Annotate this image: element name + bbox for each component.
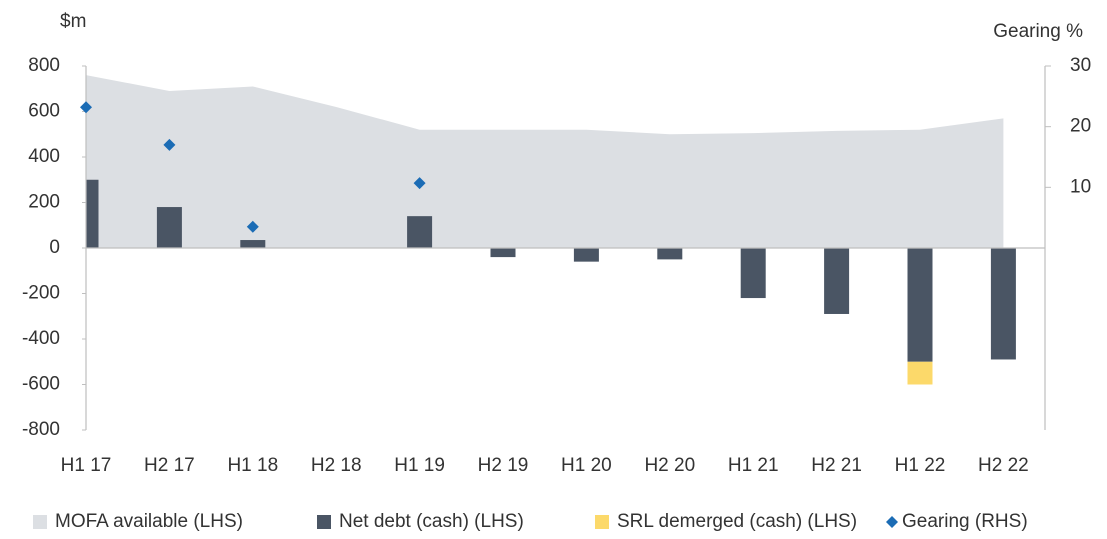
legend-swatch xyxy=(595,515,609,529)
bar xyxy=(573,248,599,262)
x-tick-label: H2 19 xyxy=(478,455,529,476)
bar xyxy=(740,248,766,299)
bar xyxy=(657,248,683,260)
bar xyxy=(240,240,266,248)
y-tick-label: -400 xyxy=(22,328,60,349)
x-tick-label: H2 17 xyxy=(144,455,195,476)
legend-swatch xyxy=(33,515,47,529)
legend-swatch xyxy=(317,515,331,529)
y-tick-label: 600 xyxy=(28,101,60,122)
area xyxy=(86,75,1004,248)
y-axis-label: $m xyxy=(60,11,86,32)
legend-label: Gearing (RHS) xyxy=(902,511,1028,532)
y-tick-label: -600 xyxy=(22,374,60,395)
y-tick-label: 400 xyxy=(28,146,60,167)
gearing-point xyxy=(80,101,92,114)
legend-label: SRL demerged (cash) (LHS) xyxy=(617,511,857,532)
bar xyxy=(86,179,99,248)
y2-tick-label: 30 xyxy=(1070,55,1091,76)
plot-area xyxy=(86,75,1016,385)
bar xyxy=(907,361,933,385)
y-tick-label: -200 xyxy=(22,283,60,304)
x-tick-label: H2 22 xyxy=(978,455,1029,476)
bar xyxy=(490,248,516,258)
y-tick-label: 0 xyxy=(49,237,60,258)
gearing-point xyxy=(413,177,426,190)
bar xyxy=(407,216,433,248)
legend-label: Net debt (cash) (LHS) xyxy=(339,511,524,532)
x-tick-label: H1 20 xyxy=(561,455,612,476)
x-tick-label: H1 18 xyxy=(227,455,278,476)
x-tick-label: H1 19 xyxy=(394,455,445,476)
x-tick-label: H1 21 xyxy=(728,455,779,476)
bar xyxy=(156,207,182,248)
gearing-point xyxy=(246,220,259,233)
gearing-point xyxy=(163,138,176,151)
legend-label: MOFA available (LHS) xyxy=(55,511,243,532)
x-tick-label: H1 17 xyxy=(61,455,112,476)
y-tick-label: 800 xyxy=(28,55,60,76)
y2-tick-label: 20 xyxy=(1070,116,1091,137)
y2-tick-label: 10 xyxy=(1070,176,1091,197)
x-tick-label: H1 22 xyxy=(895,455,946,476)
y-tick-label: 200 xyxy=(28,192,60,213)
y2-axis-label: Gearing % xyxy=(993,21,1083,42)
bar xyxy=(907,248,933,362)
x-tick-label: H2 18 xyxy=(311,455,362,476)
legend-swatch xyxy=(886,516,898,528)
y-tick-label: -800 xyxy=(22,419,60,440)
bar xyxy=(824,248,850,314)
bar xyxy=(990,248,1016,360)
x-tick-label: H2 20 xyxy=(644,455,695,476)
x-tick-label: H2 21 xyxy=(811,455,862,476)
